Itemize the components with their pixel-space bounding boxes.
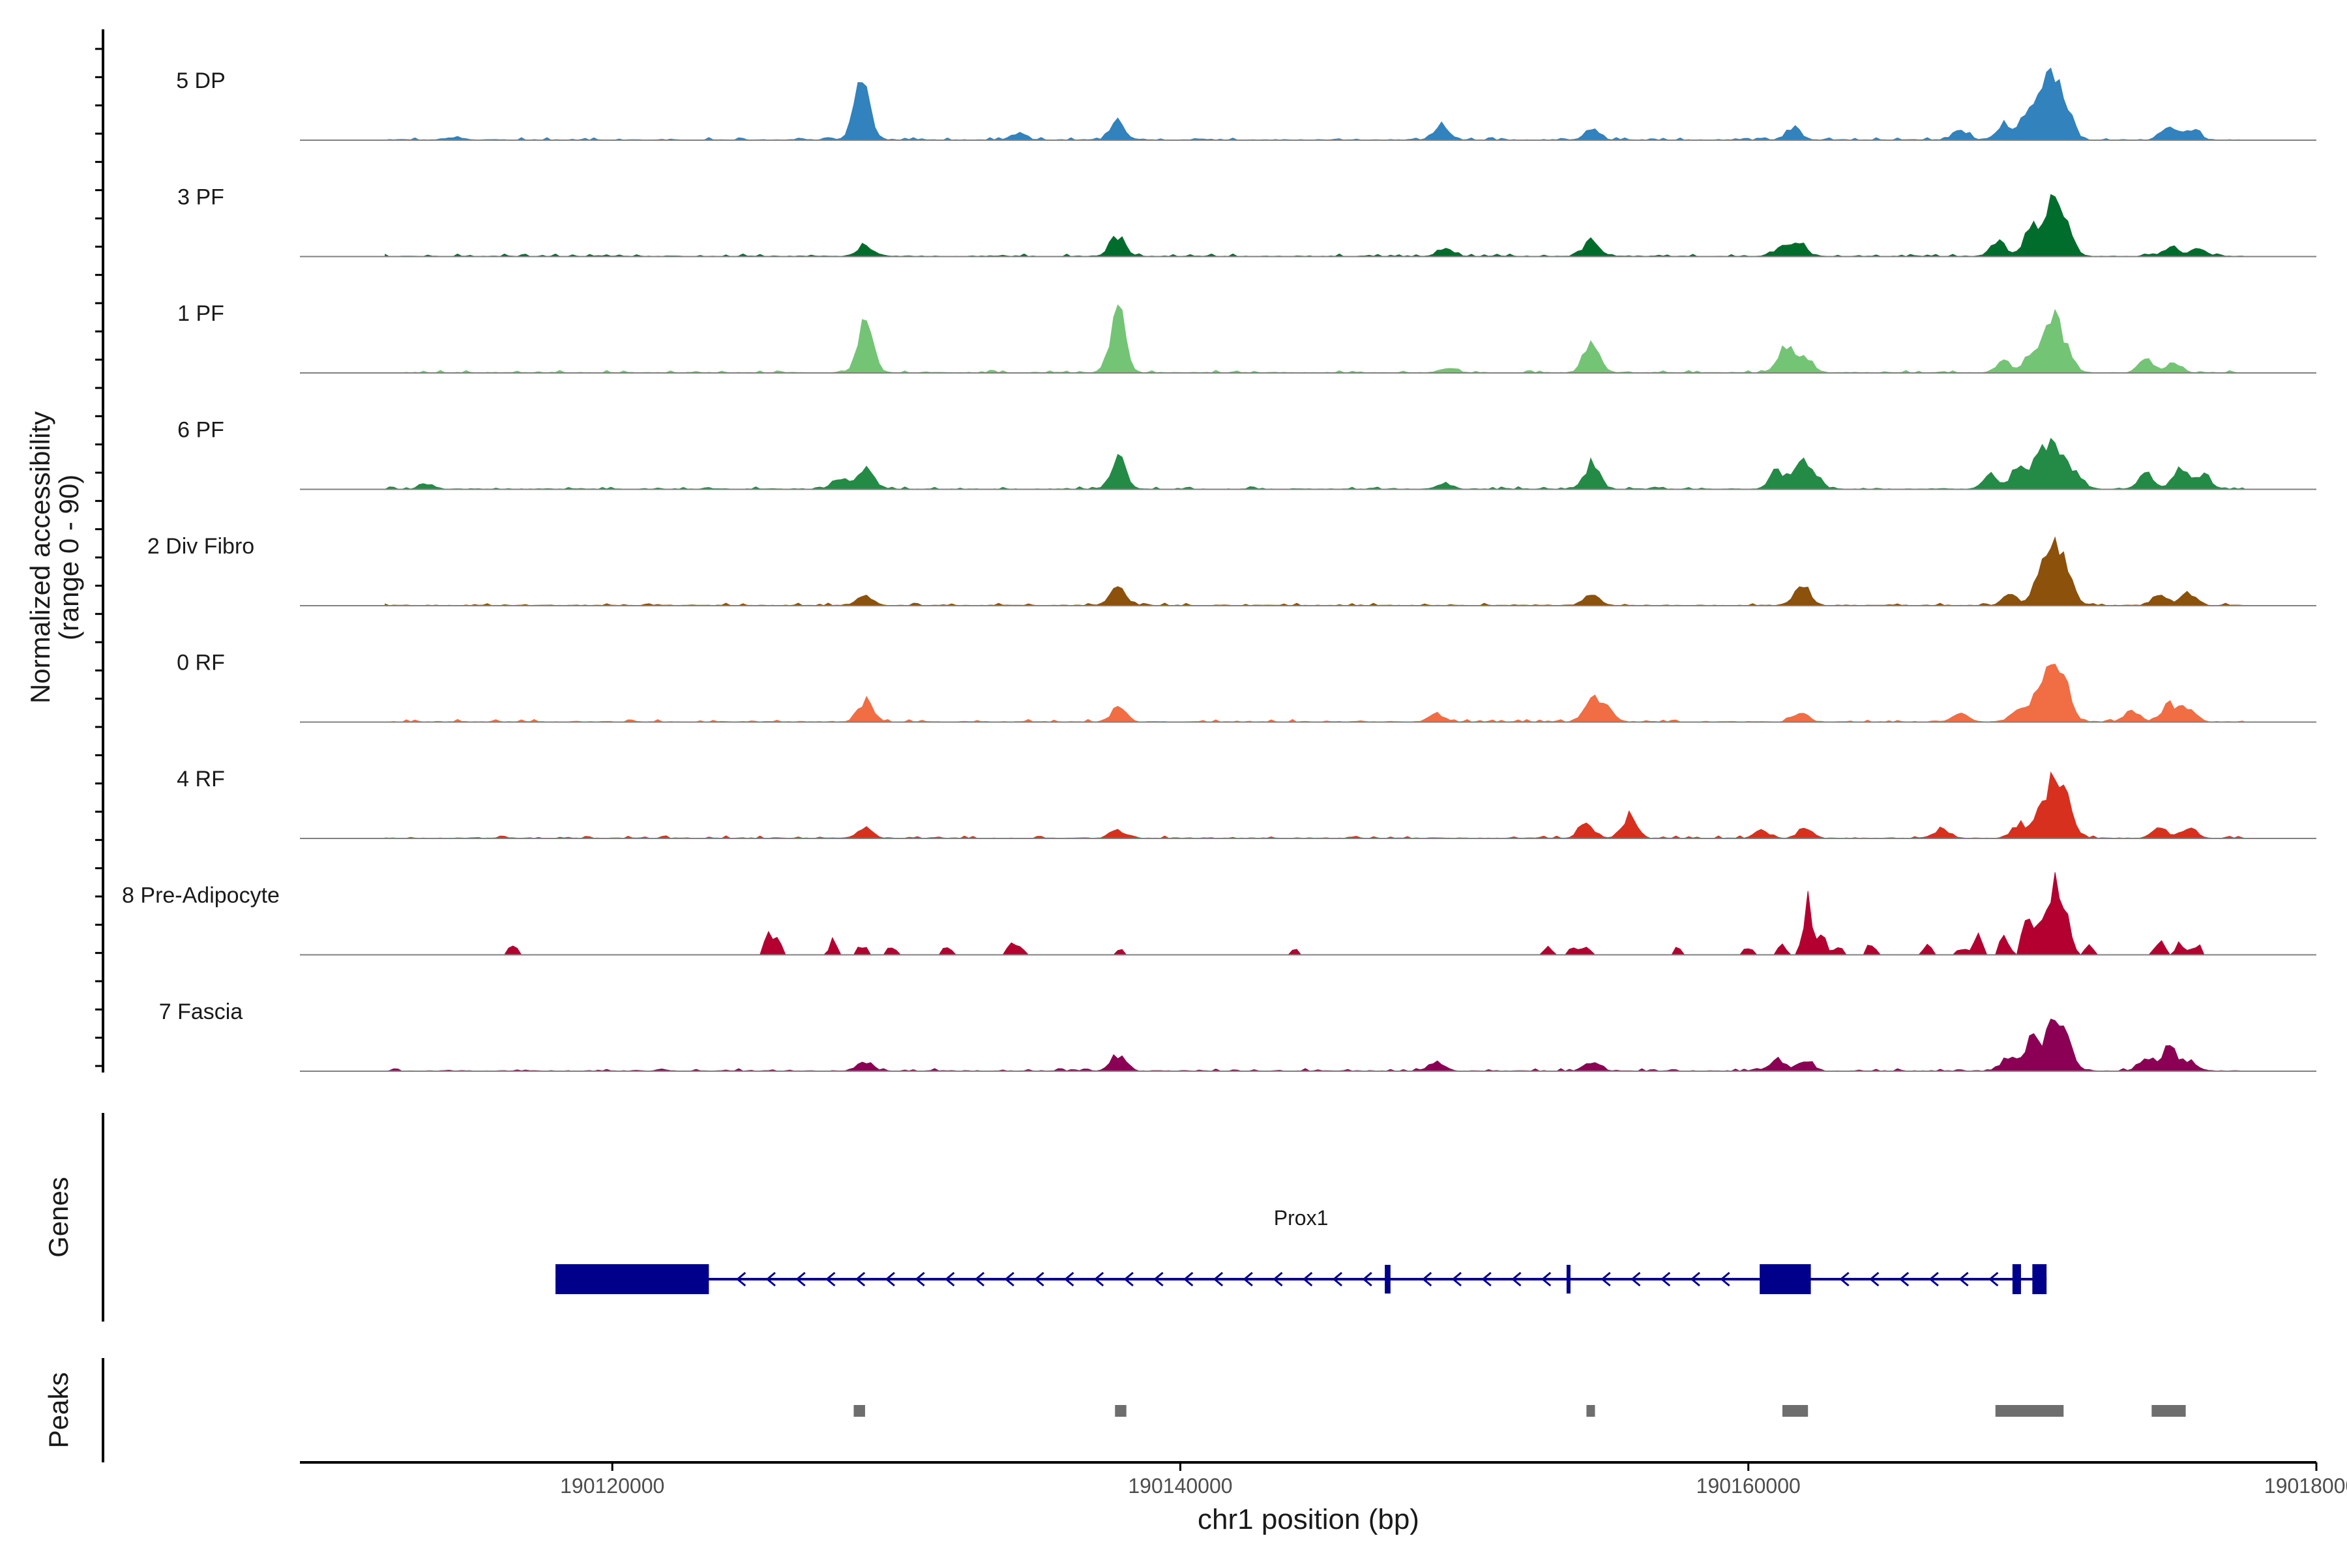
coverage-area <box>385 1018 2246 1072</box>
strand-arrow <box>1153 1271 1164 1287</box>
track-4-rf: 4 RF <box>177 767 2316 839</box>
strand-arrow <box>1034 1271 1044 1287</box>
strand-arrow <box>1988 1271 1999 1287</box>
strand-arrow <box>1720 1271 1730 1287</box>
strand-arrow <box>1064 1271 1074 1287</box>
strand-arrow <box>795 1271 806 1287</box>
strand-arrow <box>1928 1271 1939 1287</box>
strand-arrow <box>1243 1271 1253 1287</box>
track-label: 1 PF <box>177 301 224 326</box>
peak-region <box>853 1405 865 1417</box>
gene-track: Prox1 <box>555 1206 2047 1294</box>
peak-region <box>1782 1405 1808 1417</box>
track-label: 6 PF <box>177 418 224 443</box>
strand-arrow <box>1481 1271 1492 1287</box>
coverage-tracks: 5 DP 3 PF 1 PF 6 PF 2 Div Fibro 0 RF 4 RF 8 Pre… <box>122 67 2316 1072</box>
peak-region <box>1115 1405 1127 1417</box>
strand-arrow <box>1839 1271 1850 1287</box>
strand-arrow <box>1898 1271 1910 1287</box>
strand-arrow <box>825 1271 836 1287</box>
gene-exon <box>1760 1264 1811 1294</box>
strand-arrow <box>1631 1271 1641 1287</box>
x-tick-label: 190120000 <box>560 1474 664 1498</box>
strand-arrow <box>765 1271 776 1287</box>
strand-arrow <box>1541 1271 1552 1287</box>
strand-arrow <box>1302 1271 1313 1287</box>
track-6-pf: 6 PF <box>177 418 2316 490</box>
y-axis-title-line2: (range 0 - 90) <box>53 475 84 640</box>
gene-exon <box>2012 1264 2021 1294</box>
x-tick-label: 190180000 <box>2264 1474 2347 1498</box>
x-axis-title: chr1 position (bp) <box>1198 1503 1419 1535</box>
peak-region <box>1586 1405 1595 1417</box>
track-label: 8 Pre-Adipocyte <box>122 883 280 908</box>
track-label: 0 RF <box>177 651 225 675</box>
strand-arrow <box>1273 1271 1283 1287</box>
strand-arrow <box>1511 1271 1522 1287</box>
track-label: 7 Fascia <box>159 999 243 1024</box>
strand-arrow <box>1690 1271 1700 1287</box>
strand-arrow <box>945 1271 955 1287</box>
strand-arrow <box>1451 1271 1462 1287</box>
strand-arrow <box>1869 1271 1880 1287</box>
track-label: 4 RF <box>177 767 225 791</box>
track-1-pf: 1 PF <box>177 301 2316 374</box>
gene-name-label: Prox1 <box>1274 1206 1329 1230</box>
track-label: 3 PF <box>177 185 224 210</box>
strand-arrow <box>1958 1271 1969 1287</box>
peak-region-track <box>853 1405 2186 1417</box>
strand-arrow <box>1421 1271 1432 1287</box>
peaks-panel-title: Peaks <box>43 1372 74 1449</box>
track-0-rf: 0 RF <box>177 651 2316 723</box>
strand-arrow <box>1004 1271 1014 1287</box>
strand-arrow <box>974 1271 985 1287</box>
track-7-fascia: 7 Fascia <box>159 999 2316 1072</box>
strand-arrow <box>885 1271 895 1287</box>
strand-arrow <box>1213 1271 1224 1287</box>
peak-region <box>2151 1405 2186 1417</box>
strand-arrow <box>735 1271 746 1287</box>
peak-region <box>1995 1405 2064 1417</box>
strand-arrow <box>915 1271 925 1287</box>
gene-exon <box>1566 1265 1571 1294</box>
x-tick-label: 190160000 <box>1696 1474 1801 1498</box>
track-3-pf: 3 PF <box>177 185 2316 258</box>
strand-arrow <box>1601 1271 1611 1287</box>
track-2-div-fibro: 2 Div Fibro <box>147 534 2316 606</box>
gene-exon <box>2032 1264 2047 1294</box>
strand-arrow <box>1183 1271 1194 1287</box>
gene-exon <box>555 1264 709 1294</box>
y-axis <box>95 29 104 1072</box>
x-axis: 190120000 190140000 190160000 190180000 <box>300 1461 2347 1498</box>
strand-arrow <box>1123 1271 1134 1287</box>
strand-arrow <box>855 1271 866 1287</box>
strand-arrow <box>1332 1271 1343 1287</box>
genes-panel-title: Genes <box>43 1177 74 1258</box>
x-tick-label: 190140000 <box>1128 1474 1232 1498</box>
track-label: 5 DP <box>176 68 226 93</box>
strand-arrow <box>1362 1271 1372 1287</box>
track-8-pre-adipocyte: 8 Pre-Adipocyte <box>122 872 2316 956</box>
y-axis-title-line1: Normalized accessibility <box>25 411 55 703</box>
strand-arrow <box>1093 1271 1104 1287</box>
track-5-dp: 5 DP <box>176 67 2316 141</box>
gene-exon <box>1385 1265 1391 1294</box>
track-label: 2 Div Fibro <box>147 534 254 559</box>
strand-arrow <box>1660 1271 1671 1287</box>
